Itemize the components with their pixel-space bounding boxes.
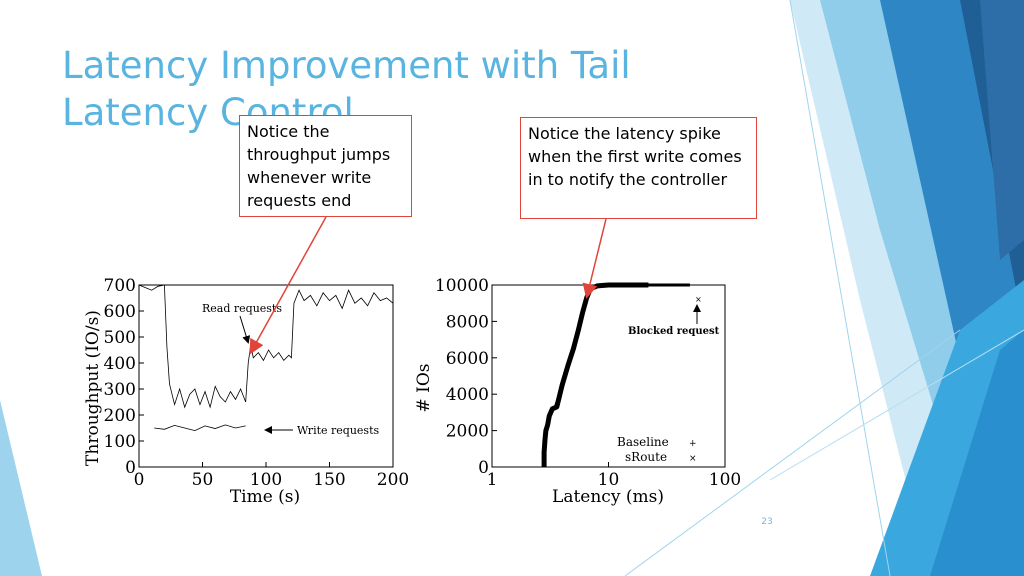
x-tick-label: 100 xyxy=(250,470,282,490)
y-axis-label: # IOs xyxy=(414,363,434,412)
x-axis-label: Time (s) xyxy=(230,487,300,507)
x-tick-label: 10 xyxy=(598,470,620,490)
x-tick-label: 50 xyxy=(192,470,214,490)
blocked-request-marker: × xyxy=(695,295,702,304)
legend-sroute: sRoute xyxy=(625,450,667,464)
latency-chart: 1 10 100 0 2000 4000 6000 8000 10000 Latency (ms… xyxy=(414,276,741,507)
legend-baseline: Baseline xyxy=(617,435,669,449)
y-tick-label: 100 xyxy=(104,432,136,452)
deco-line-3 xyxy=(769,329,1024,481)
legend-baseline-marker: + xyxy=(689,439,697,449)
y-tick-label: 2000 xyxy=(446,422,489,442)
y-tick-label: 8000 xyxy=(446,312,489,332)
x-tick-label: 150 xyxy=(313,470,345,490)
y-tick-label: 200 xyxy=(104,406,136,426)
x-axis-label: Latency (ms) xyxy=(552,487,664,507)
callout-throughput: Notice the throughput jumps whenever wri… xyxy=(239,115,412,217)
x-tick-label: 100 xyxy=(709,470,741,490)
annotation-write-requests: Write requests xyxy=(297,424,379,437)
y-tick-label: 600 xyxy=(104,302,136,322)
y-tick-label: 0 xyxy=(125,458,136,478)
series-line-read-requests xyxy=(138,284,394,409)
deco-line-2 xyxy=(624,329,961,576)
series-line-write-requests xyxy=(154,424,246,432)
callout-latency: Notice the latency spike when the first … xyxy=(520,117,757,219)
throughput-chart: 0 50 100 150 200 0 100 200 300 400 500 600 700 Time … xyxy=(83,276,409,507)
right-facet-edge xyxy=(980,0,1024,260)
y-tick-label: 10000 xyxy=(435,276,489,296)
legend-sroute-marker: × xyxy=(689,454,697,464)
slide-title: Latency Improvement with Tail Latency Co… xyxy=(62,44,631,134)
y-tick-label: 0 xyxy=(478,458,489,478)
y-tick-label: 6000 xyxy=(446,349,489,369)
x-tick-label: 0 xyxy=(134,470,145,490)
annotation-read-requests: Read requests xyxy=(202,302,282,315)
x-tick-label: 1 xyxy=(487,470,498,490)
y-tick-label: 400 xyxy=(104,354,136,374)
y-tick-label: 4000 xyxy=(446,385,489,405)
deco-line-1 xyxy=(789,0,891,576)
slide-number: 23 xyxy=(761,517,773,527)
left-facet xyxy=(0,400,42,576)
annotation-blocked-request: Blocked request xyxy=(628,326,720,337)
right-facet-bottom-dark xyxy=(930,330,1024,576)
y-tick-label: 300 xyxy=(104,380,136,400)
read-requests-arrow xyxy=(239,315,251,344)
y-tick-label: 700 xyxy=(104,276,136,296)
y-tick-label: 500 xyxy=(104,328,136,348)
y-axis-label: Throughput (IO/s) xyxy=(83,310,103,466)
x-tick-label: 200 xyxy=(377,470,409,490)
